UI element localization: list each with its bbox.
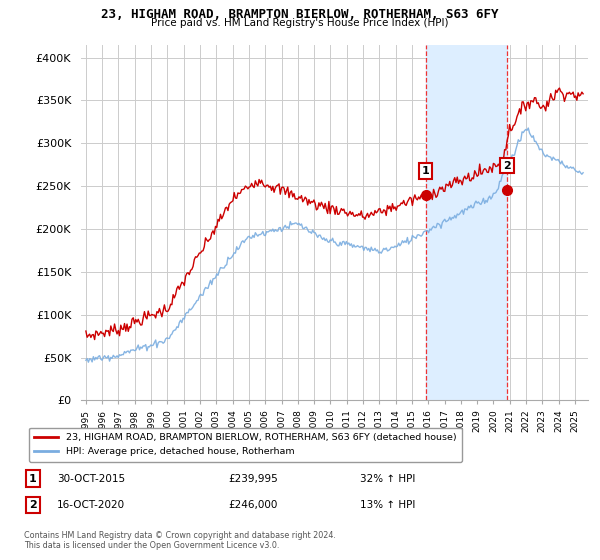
Text: £239,995: £239,995 <box>228 474 278 484</box>
Text: Contains HM Land Registry data © Crown copyright and database right 2024.
This d: Contains HM Land Registry data © Crown c… <box>24 531 336 550</box>
Text: Price paid vs. HM Land Registry's House Price Index (HPI): Price paid vs. HM Land Registry's House … <box>151 18 449 29</box>
Bar <box>425 45 507 400</box>
Text: 32% ↑ HPI: 32% ↑ HPI <box>360 474 415 484</box>
Text: 23, HIGHAM ROAD, BRAMPTON BIERLOW, ROTHERHAM, S63 6FY: 23, HIGHAM ROAD, BRAMPTON BIERLOW, ROTHE… <box>101 8 499 21</box>
Text: 1: 1 <box>29 474 37 484</box>
Text: 16-OCT-2020: 16-OCT-2020 <box>57 500 125 510</box>
Text: 30-OCT-2015: 30-OCT-2015 <box>57 474 125 484</box>
Text: 2: 2 <box>29 500 37 510</box>
Text: 13% ↑ HPI: 13% ↑ HPI <box>360 500 415 510</box>
Text: £246,000: £246,000 <box>228 500 277 510</box>
Legend: 23, HIGHAM ROAD, BRAMPTON BIERLOW, ROTHERHAM, S63 6FY (detached house), HPI: Ave: 23, HIGHAM ROAD, BRAMPTON BIERLOW, ROTHE… <box>29 427 462 461</box>
Text: 2: 2 <box>503 161 511 171</box>
Text: 1: 1 <box>422 166 430 176</box>
